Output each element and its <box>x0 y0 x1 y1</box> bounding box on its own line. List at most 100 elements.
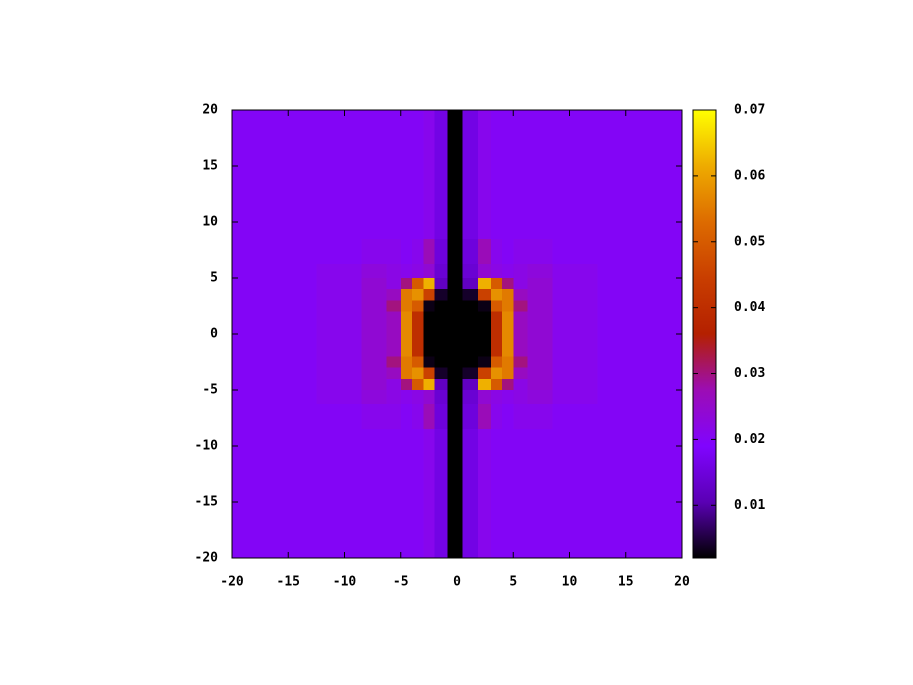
heatmap-cell <box>477 194 492 240</box>
heatmap-cell <box>462 530 479 559</box>
heatmap-cell <box>490 367 503 380</box>
heatmap-cell <box>462 390 479 405</box>
heatmap-cell <box>513 138 528 195</box>
heatmap-cell <box>527 474 554 531</box>
heatmap-cell <box>386 378 402 391</box>
heatmap-cell <box>361 530 388 559</box>
heatmap-cell <box>316 356 362 369</box>
heatmap-cell <box>513 530 528 559</box>
y-tick-label: 15 <box>202 159 218 174</box>
x-tick-label: 20 <box>674 575 690 590</box>
heatmap-cell <box>361 289 388 301</box>
colorbar-tick-label: 0.07 <box>734 103 765 118</box>
heatmap-cell <box>490 429 503 475</box>
y-tick-label: 0 <box>210 327 218 342</box>
heatmap-cell <box>490 264 503 279</box>
heatmap-cell <box>260 194 317 240</box>
heatmap-cell <box>462 404 479 430</box>
y-tick-label: -20 <box>195 551 219 566</box>
heatmap-cell <box>316 429 362 475</box>
heatmap-cell <box>513 404 528 430</box>
y-tick-label: -5 <box>202 383 218 398</box>
heatmap-cell <box>232 264 261 279</box>
heatmap-cell <box>653 429 683 475</box>
heatmap-cell <box>232 300 261 313</box>
heatmap-cell <box>423 289 436 301</box>
heatmap-cell <box>447 474 464 531</box>
heatmap-cell <box>232 378 261 391</box>
heatmap-cell <box>477 474 492 531</box>
heatmap-cell <box>552 138 599 195</box>
heatmap-cell <box>653 367 683 380</box>
heatmap-cell <box>316 264 362 279</box>
heatmap-cell <box>434 194 449 240</box>
heatmap-cell <box>386 390 402 405</box>
heatmap-cell <box>316 342 362 357</box>
heatmap-cell <box>316 530 362 559</box>
heatmap-cell <box>653 194 683 240</box>
heatmap-cell <box>260 138 317 195</box>
heatmap-cell <box>412 378 424 391</box>
heatmap-cell <box>386 367 402 380</box>
heatmap-cell <box>597 311 655 327</box>
heatmap-cell <box>653 311 683 327</box>
heatmap-cell <box>316 390 362 405</box>
heatmap-cell <box>386 474 402 531</box>
colorbar-tick-label: 0.04 <box>734 300 765 315</box>
heatmap-cell <box>423 238 436 265</box>
heatmap-cell <box>412 404 424 430</box>
heatmap-cell <box>597 474 655 531</box>
heatmap-cell <box>447 429 464 475</box>
heatmap-cell <box>434 367 449 380</box>
x-tick-label: -20 <box>220 575 244 590</box>
heatmap-cell <box>361 311 388 327</box>
heatmap-cell <box>423 474 436 531</box>
heatmap-cell <box>527 300 554 313</box>
heatmap-cell <box>527 311 554 327</box>
heatmap-cell <box>527 138 554 195</box>
heatmap-cell <box>502 194 514 240</box>
heatmap-cell <box>361 278 388 290</box>
heatmap-cell <box>423 300 436 313</box>
heatmap-cell <box>412 238 424 265</box>
heatmap-cell <box>552 404 599 430</box>
heatmap-cell <box>597 289 655 301</box>
heatmap-cell <box>462 264 479 279</box>
heatmap-cell <box>447 289 464 301</box>
heatmap-cell <box>232 530 261 559</box>
heatmap-cell <box>462 278 479 290</box>
heatmap-cell <box>653 278 683 290</box>
heatmap-cell <box>316 278 362 290</box>
heatmap-cell <box>412 264 424 279</box>
heatmap-cell <box>653 325 683 343</box>
heatmap-cell <box>400 404 413 430</box>
heatmap-cell <box>653 378 683 391</box>
heatmap-cell <box>423 311 436 327</box>
heatmap-cell <box>462 289 479 301</box>
heatmap-cell <box>513 289 528 301</box>
heatmap-cell <box>527 325 554 343</box>
heatmap-cell <box>423 264 436 279</box>
heatmap-cell <box>412 342 424 357</box>
heatmap-cell <box>400 325 413 343</box>
heatmap-cell <box>490 530 503 559</box>
heatmap-cell <box>434 325 449 343</box>
heatmap-cell <box>361 110 388 139</box>
heatmap-cell <box>400 390 413 405</box>
heatmap-cell <box>316 194 362 240</box>
heatmap-cell <box>400 530 413 559</box>
heatmap-cell <box>477 429 492 475</box>
heatmap-cell <box>423 367 436 380</box>
heatmap-cell <box>316 378 362 391</box>
heatmap-cell <box>232 342 261 357</box>
heatmap-cell <box>316 238 362 265</box>
heatmap-cell <box>552 325 599 343</box>
heatmap-cell <box>527 530 554 559</box>
heatmap-cell <box>260 238 317 265</box>
heatmap-cell <box>502 311 514 327</box>
heatmap-cell <box>232 110 261 139</box>
heatmap-cell <box>400 342 413 357</box>
heatmap-cell <box>316 367 362 380</box>
heatmap-cell <box>386 110 402 139</box>
